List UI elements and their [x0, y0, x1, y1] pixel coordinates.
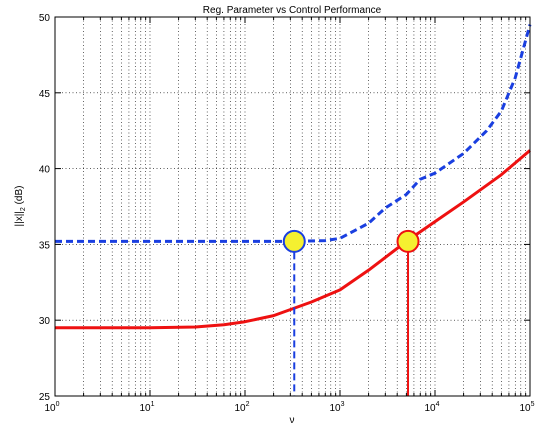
series-line-2	[55, 24, 532, 243]
marker-layer	[55, 229, 420, 396]
x-tick-label: 105	[519, 401, 534, 414]
marker-point-1	[282, 229, 306, 253]
series-line-1	[55, 149, 531, 330]
x-tick-label: 104	[424, 401, 439, 414]
plot-frame	[54, 16, 531, 397]
y-tick-label: 50	[39, 13, 51, 24]
y-axis-label-main: ||x||	[14, 211, 25, 226]
y-tick-label: 30	[39, 316, 51, 327]
plot-area	[55, 17, 530, 396]
series-layer	[55, 24, 532, 330]
ticks: 100 101 102 103 104 105 25 30 35 40 45 50	[39, 13, 535, 414]
y-tick-label: 25	[39, 392, 51, 403]
y-tick-label: 40	[39, 165, 51, 176]
x-tick-label: 101	[139, 401, 154, 414]
y-axis-label-unit: (dB)	[14, 186, 25, 208]
x-tick-label: 103	[329, 401, 344, 414]
y-axis-label: ||x||2 (dB)	[14, 186, 27, 227]
chart-title: Reg. Parameter vs Control Performance	[203, 5, 382, 16]
y-tick-label: 35	[39, 240, 51, 251]
y-tick-label: 45	[39, 89, 51, 100]
marker-point-2	[396, 229, 420, 253]
x-axis-label: ν	[290, 415, 295, 426]
grid	[55, 17, 530, 396]
y-axis-label-subscript: 2	[20, 207, 27, 211]
x-tick-label: 100	[44, 401, 59, 414]
x-tick-label: 102	[234, 401, 249, 414]
